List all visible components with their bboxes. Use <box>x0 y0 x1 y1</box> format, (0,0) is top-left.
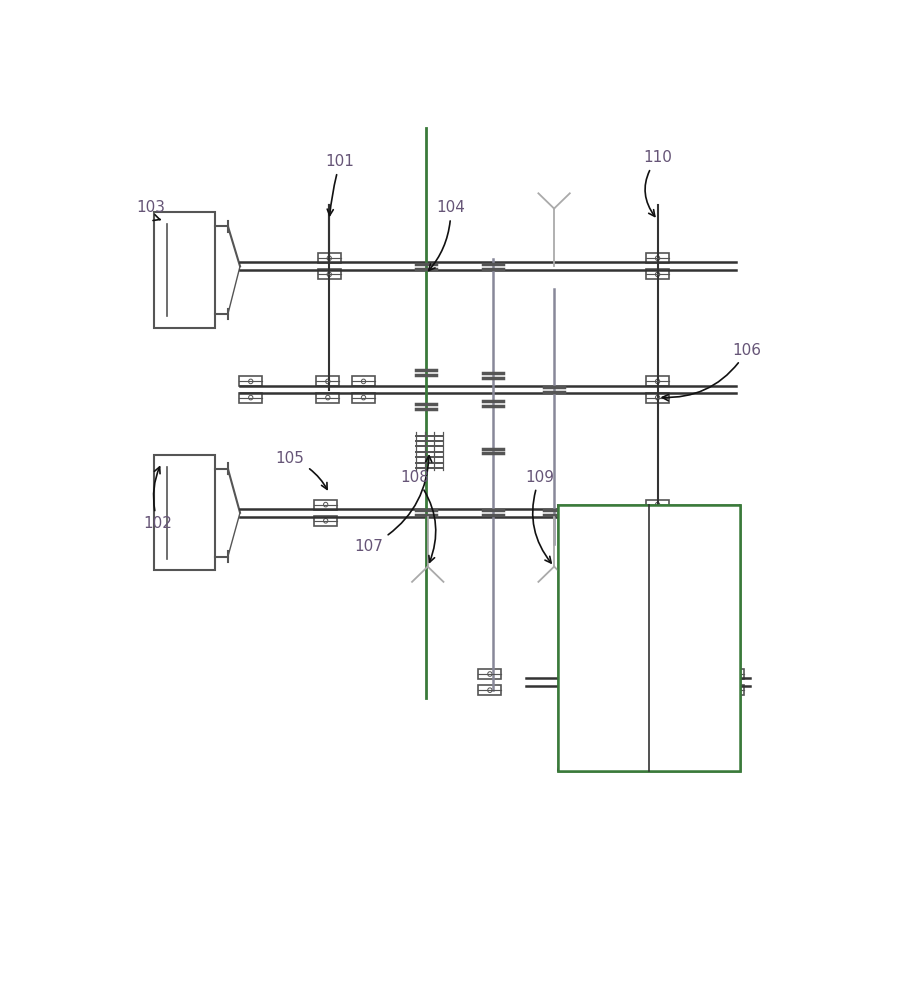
Bar <box>352 376 375 386</box>
Bar <box>239 376 262 386</box>
Bar <box>155 455 216 570</box>
Bar <box>239 393 262 403</box>
Bar <box>318 269 341 279</box>
Text: 105: 105 <box>275 451 327 489</box>
Bar <box>478 685 501 695</box>
Text: 103: 103 <box>136 200 166 220</box>
Bar <box>317 376 339 386</box>
Bar <box>721 685 744 695</box>
Bar <box>647 393 669 403</box>
Bar <box>647 253 669 263</box>
Text: 104: 104 <box>428 200 465 271</box>
Text: 108: 108 <box>401 470 436 562</box>
Bar <box>314 500 337 510</box>
Bar <box>318 253 341 263</box>
Text: 109: 109 <box>526 470 554 563</box>
Bar <box>317 393 339 403</box>
Bar <box>557 505 740 771</box>
Bar <box>557 505 740 771</box>
Text: 107: 107 <box>355 456 432 554</box>
Text: 110: 110 <box>643 150 672 216</box>
Bar <box>647 516 669 526</box>
Text: 106: 106 <box>662 343 762 401</box>
Bar <box>721 669 744 679</box>
Bar <box>647 269 669 279</box>
Bar <box>647 500 669 510</box>
Text: 102: 102 <box>144 467 172 531</box>
Bar <box>314 516 337 526</box>
Bar <box>478 669 501 679</box>
Bar <box>647 376 669 386</box>
Text: 101: 101 <box>326 154 355 215</box>
Bar <box>155 212 216 328</box>
Bar <box>352 393 375 403</box>
